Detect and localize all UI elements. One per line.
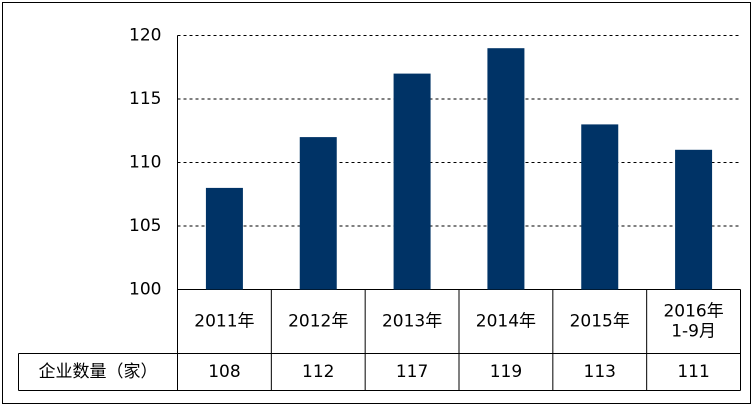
x-tick-label: 2012年 — [288, 312, 348, 332]
table-value: 113 — [584, 362, 616, 382]
table-value: 117 — [396, 362, 428, 382]
bar — [393, 73, 431, 290]
bar — [581, 124, 619, 290]
bar — [205, 187, 243, 290]
bar — [675, 149, 713, 290]
y-tick-label: 100 — [129, 280, 161, 300]
bar — [487, 48, 525, 290]
y-tick-label: 115 — [129, 89, 161, 109]
table-value: 111 — [677, 362, 709, 382]
x-tick-label: 2014年 — [476, 312, 536, 332]
x-tick-label: 2013年 — [382, 312, 442, 332]
table-value: 108 — [208, 362, 240, 382]
x-tick-label: 2016年 1-9月 — [663, 302, 723, 342]
y-tick-label: 105 — [129, 216, 161, 236]
x-tick-label: 2011年 — [194, 312, 254, 332]
x-tick-label: 2015年 — [570, 312, 630, 332]
table-row-label: 企业数量（家） — [39, 362, 158, 382]
bar — [299, 137, 337, 290]
table-value: 112 — [302, 362, 334, 382]
y-tick-label: 110 — [129, 153, 161, 173]
y-tick-label: 120 — [129, 26, 161, 46]
table-value: 119 — [490, 362, 522, 382]
